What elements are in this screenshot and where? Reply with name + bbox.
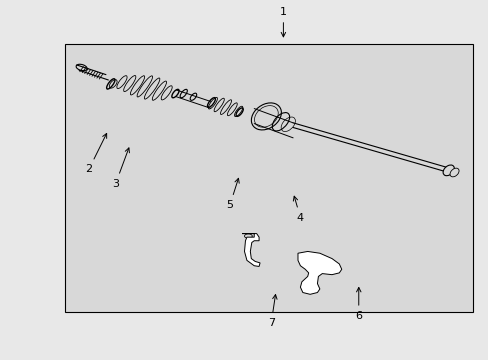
Ellipse shape bbox=[442, 165, 453, 176]
Ellipse shape bbox=[244, 234, 252, 238]
Ellipse shape bbox=[323, 263, 330, 268]
Bar bbox=[64, 44, 472, 312]
Polygon shape bbox=[297, 251, 341, 294]
Ellipse shape bbox=[449, 168, 458, 177]
Text: 2: 2 bbox=[85, 134, 106, 174]
Ellipse shape bbox=[303, 252, 311, 257]
Text: 3: 3 bbox=[112, 148, 129, 189]
Ellipse shape bbox=[76, 64, 87, 71]
Text: 1: 1 bbox=[279, 7, 286, 37]
Text: 5: 5 bbox=[226, 178, 239, 210]
Text: 4: 4 bbox=[293, 196, 304, 222]
Ellipse shape bbox=[307, 287, 315, 292]
Text: 7: 7 bbox=[267, 294, 277, 328]
Polygon shape bbox=[242, 234, 260, 266]
Text: 6: 6 bbox=[355, 287, 362, 321]
